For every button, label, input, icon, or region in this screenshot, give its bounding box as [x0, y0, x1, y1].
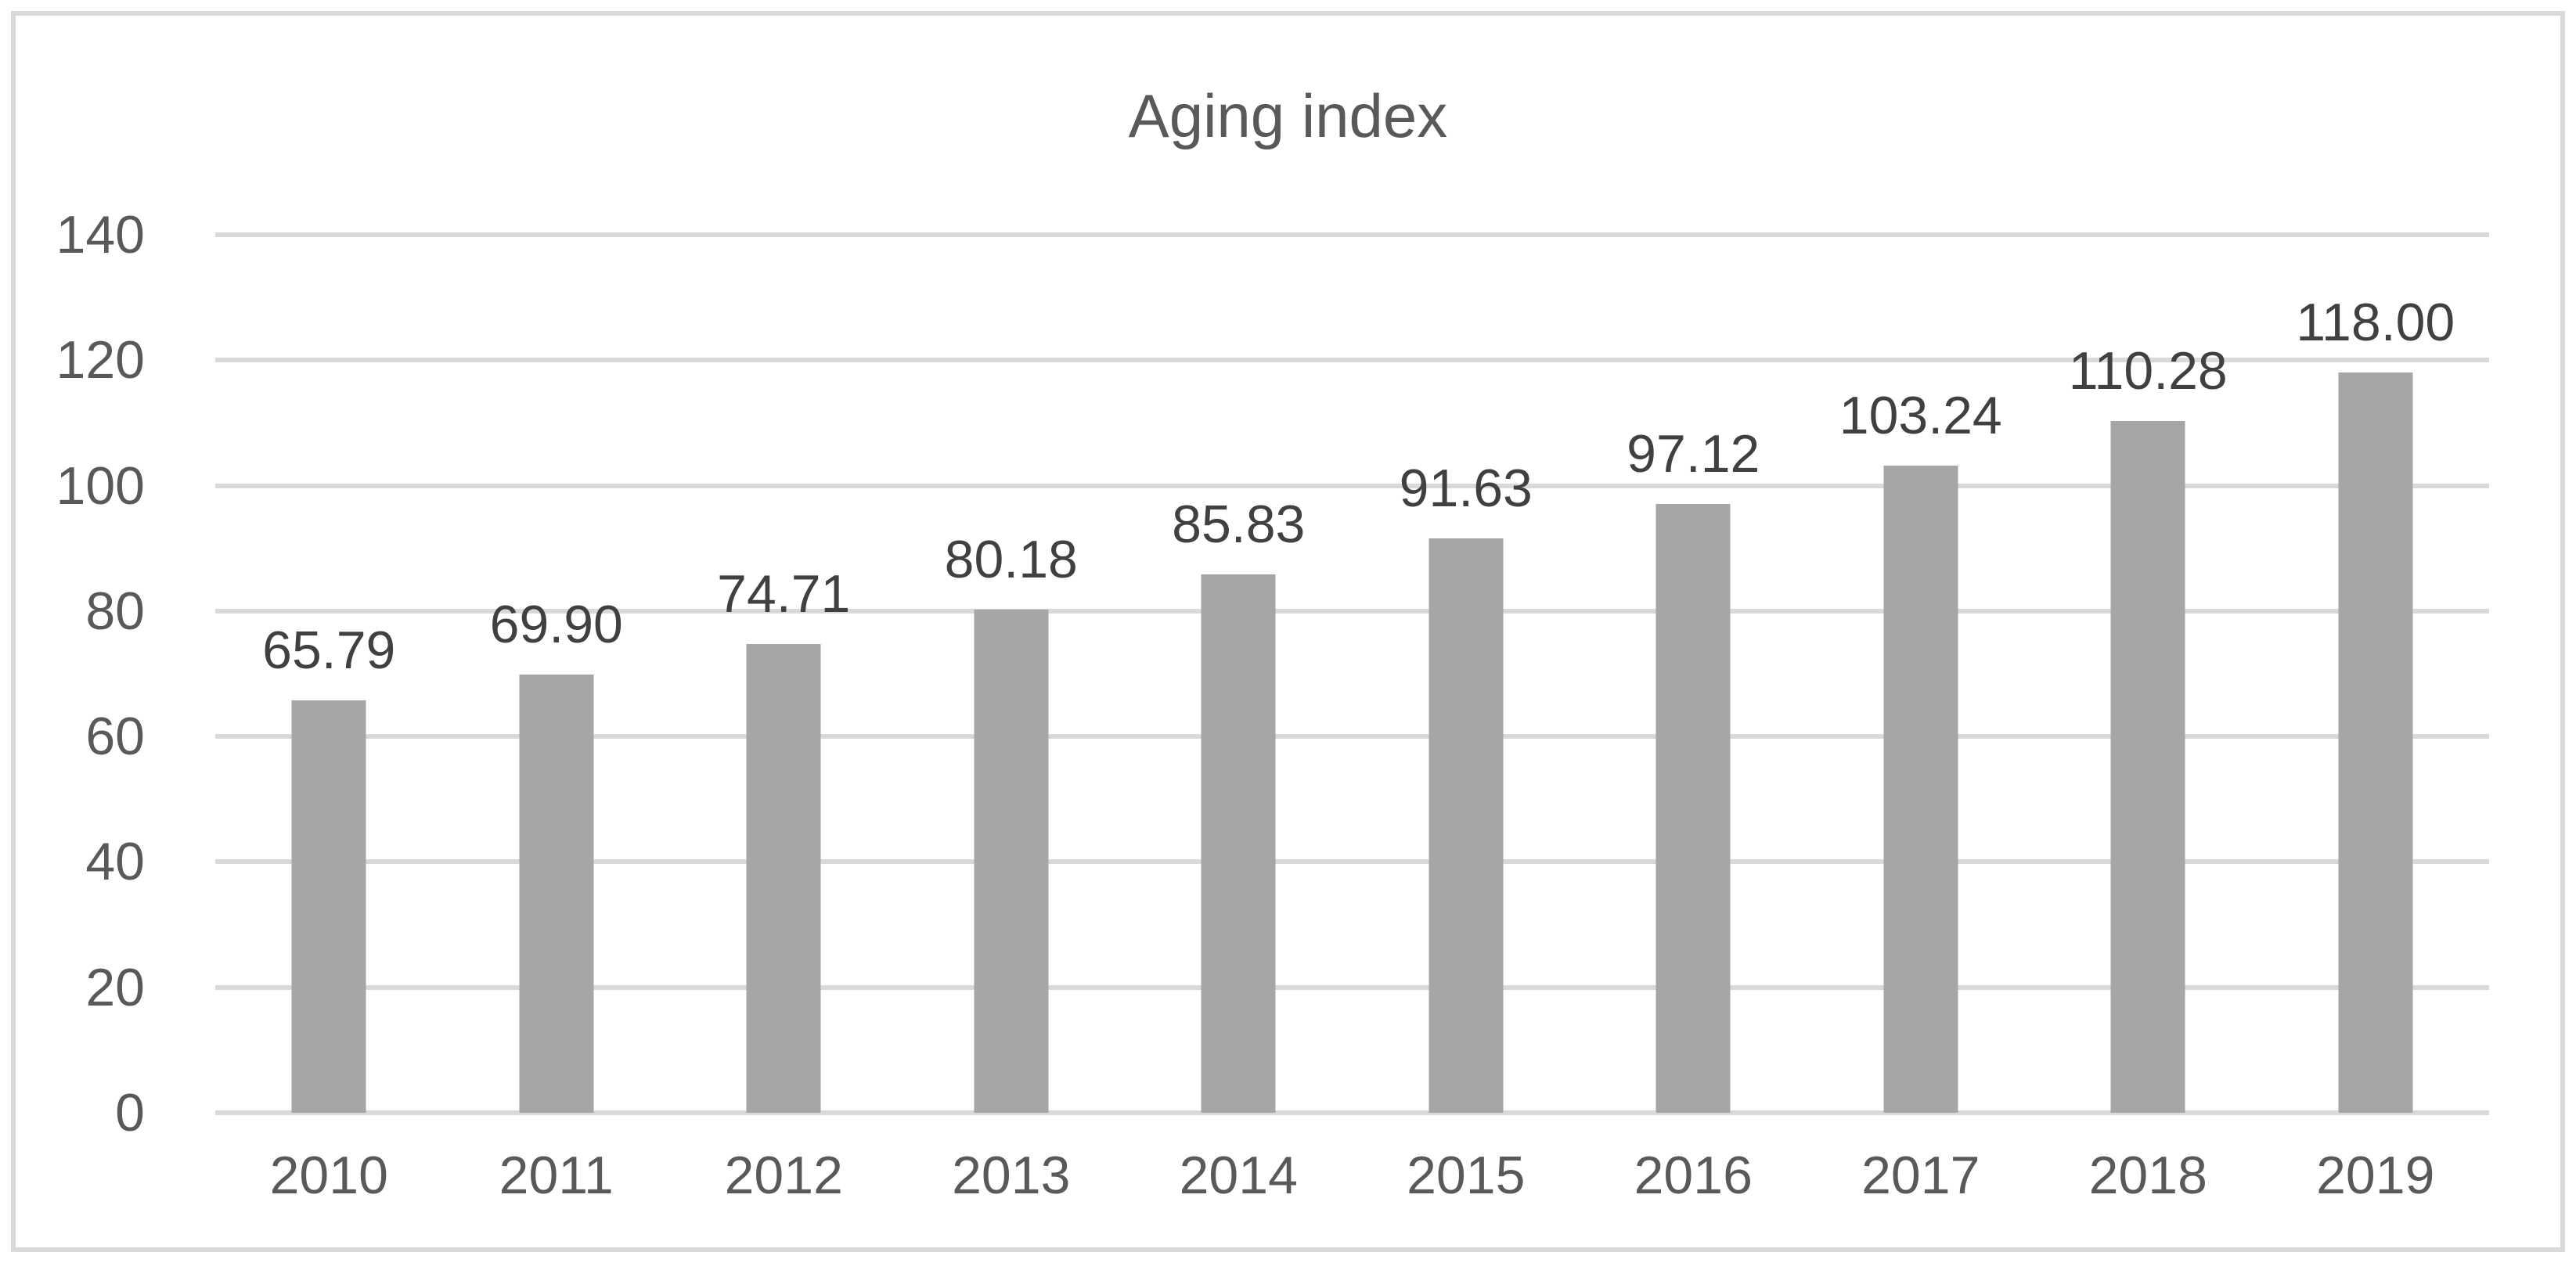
- gridline: [215, 984, 2489, 990]
- bar-data-label: 80.18: [944, 530, 1078, 590]
- y-axis-tick-label: 40: [85, 832, 145, 892]
- x-axis: 2010 2011 2012 2013 2014 2015 2016 2017 2018 2019: [215, 1113, 2489, 1238]
- y-axis-tick-label: 140: [56, 205, 145, 264]
- chart-title: Aging index: [1128, 81, 1448, 150]
- x-axis-tick-label: 2018: [2088, 1146, 2207, 1205]
- gridline: [215, 608, 2489, 614]
- x-axis-tick-label: 2014: [1179, 1146, 1298, 1205]
- y-axis-tick-label: 120: [56, 330, 145, 390]
- y-axis-tick-label: 20: [85, 957, 145, 1017]
- bar: [2110, 421, 2185, 1113]
- bar-data-label: 110.28: [2068, 341, 2228, 401]
- bar: [1429, 538, 1504, 1113]
- y-axis-tick-label: 100: [56, 455, 145, 516]
- bar: [2338, 372, 2413, 1113]
- chart-frame: Aging index 65.79 69.90 74.71 80.18 85.83 91.…: [11, 11, 2565, 1252]
- x-axis-tick-label: 2011: [499, 1146, 614, 1205]
- x-axis-tick-label: 2015: [1407, 1146, 1526, 1205]
- bar-data-label: 103.24: [1839, 385, 2002, 445]
- gridline: [215, 483, 2489, 488]
- x-axis-tick-label: 2016: [1634, 1146, 1753, 1205]
- bar: [974, 610, 1049, 1113]
- x-axis-tick-label: 2012: [724, 1146, 843, 1205]
- gridline: [215, 1110, 2489, 1115]
- bar: [746, 644, 821, 1113]
- gridline: [215, 734, 2489, 739]
- bar-data-label: 91.63: [1399, 458, 1533, 518]
- bar-data-label: 97.12: [1627, 423, 1760, 484]
- x-axis-tick-label: 2019: [2316, 1146, 2435, 1205]
- x-axis-tick-label: 2013: [952, 1146, 1071, 1205]
- bar-data-label: 74.71: [717, 564, 851, 624]
- bar-data-label: 85.83: [1172, 495, 1306, 555]
- y-axis-tick-label: 80: [85, 581, 145, 641]
- bar-data-label: 65.79: [262, 620, 396, 680]
- x-axis-tick-label: 2010: [269, 1146, 388, 1205]
- y-axis: 0 20 40 60 80 100 120 140: [16, 208, 145, 1139]
- bar: [1655, 503, 1731, 1113]
- plot-area: 65.79 69.90 74.71 80.18 85.83 91.63 97.12 103.2…: [215, 232, 2489, 1115]
- y-axis-tick-label: 0: [115, 1083, 145, 1142]
- y-axis-tick-label: 60: [85, 707, 145, 767]
- gridline: [215, 232, 2489, 237]
- x-axis-tick-label: 2017: [1861, 1146, 1980, 1205]
- bar: [1883, 465, 1958, 1113]
- gridline: [215, 358, 2489, 363]
- bar-data-label: 69.90: [489, 594, 623, 654]
- bar: [519, 674, 594, 1113]
- bar: [291, 700, 366, 1113]
- bar-data-label: 118.00: [2296, 293, 2455, 353]
- bar: [1201, 574, 1276, 1113]
- gridline: [215, 859, 2489, 865]
